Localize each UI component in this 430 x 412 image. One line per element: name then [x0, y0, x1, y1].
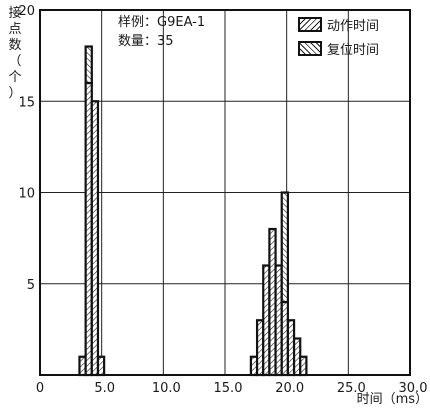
x-tick-label: 0 [36, 381, 44, 396]
histogram-bar-reset [96, 355, 106, 377]
y-tick-label: 5 [27, 278, 35, 293]
legend-swatch-operate [298, 16, 322, 32]
legend-label-operate: 动作时间 [327, 18, 380, 34]
y-tick-label: 10 [18, 187, 35, 202]
histogram-bar-reset [299, 355, 308, 377]
x-tick-label: 5.0 [94, 381, 115, 396]
sample-row: 样例：G9EA-1 [118, 13, 205, 32]
y-tick-label: 20 [18, 4, 35, 19]
x-tick-label: 20.0 [275, 381, 304, 396]
x-tick-label: 30.0 [399, 381, 428, 396]
x-axis-label: 时间（ms） [356, 392, 428, 407]
y-axis-label-char: 个 [8, 70, 22, 85]
count-row: 数量：35 [118, 32, 205, 51]
legend-item-reset: 复位时间 [298, 36, 379, 60]
count-label: 数量： [118, 34, 158, 49]
sample-label: 样例： [118, 15, 158, 30]
legend-swatch-reset [298, 40, 322, 56]
histogram-bar-operate [84, 45, 93, 85]
y-axis-label: 接 点 数 （ 个 ） [8, 6, 22, 102]
grid-lines [40, 10, 410, 375]
sample-value: G9EA-1 [157, 15, 206, 30]
y-axis-label-char: 接 [8, 6, 22, 21]
legend-item-operate: 动作时间 [298, 12, 379, 36]
y-axis-label-char: ） [8, 86, 22, 101]
y-axis-label-char: （ [8, 54, 22, 69]
histogram-bar-reset [90, 100, 100, 377]
x-tick-label: 15.0 [214, 381, 243, 396]
sample-info: 样例：G9EA-1 数量：35 [118, 13, 205, 51]
y-axis-label-char: 数 [8, 38, 22, 53]
legend: 动作时间 复位时间 [298, 12, 379, 60]
legend-label-reset: 复位时间 [327, 42, 380, 58]
y-tick-labels: 5 10 15 20 [18, 4, 35, 293]
histogram-bar-operate [280, 191, 290, 304]
x-tick-label: 25.0 [337, 381, 366, 396]
count-value: 35 [157, 34, 174, 49]
histogram-bars [78, 45, 308, 377]
x-tick-label: 10.0 [152, 381, 181, 396]
x-tick-labels: 0 5.0 10.0 15.0 20.0 25.0 30.0 [36, 381, 428, 396]
plot-frame [39, 9, 411, 376]
y-tick-label: 15 [18, 95, 35, 110]
y-axis-label-char: 点 [8, 22, 22, 37]
